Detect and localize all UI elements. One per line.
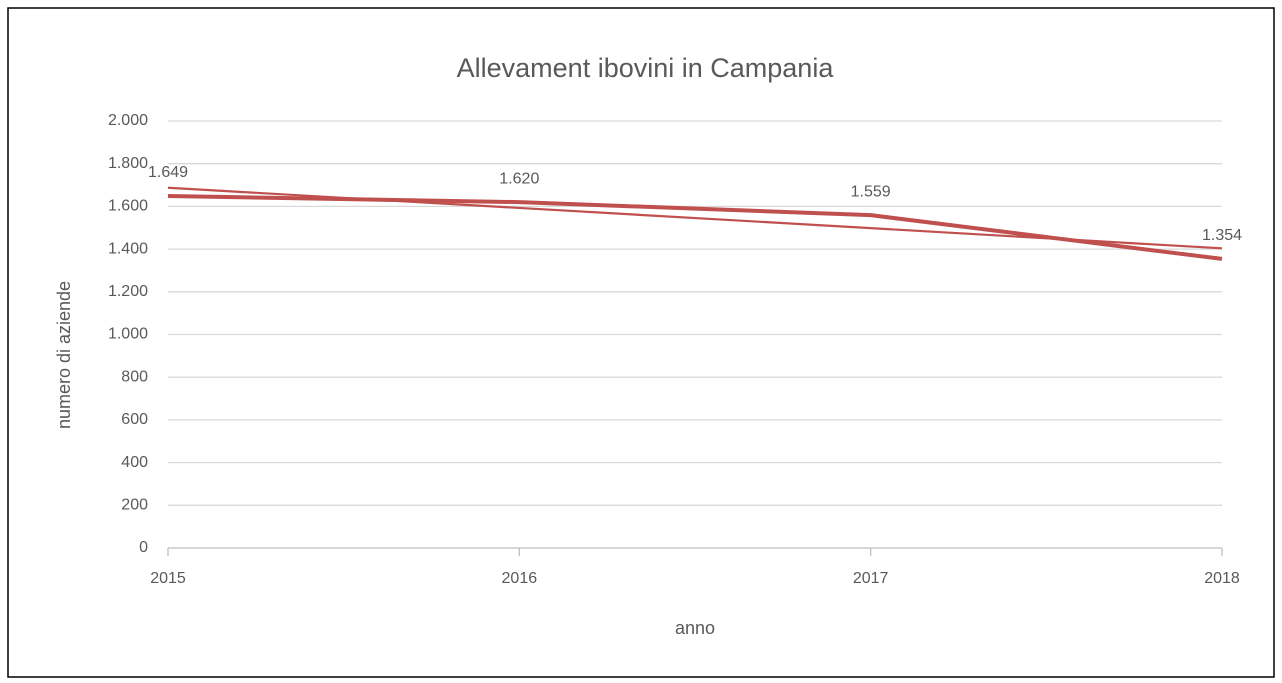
chart-frame: [7, 7, 1275, 678]
y-tick-label: 600: [121, 411, 148, 428]
x-tick-label: 2016: [502, 570, 538, 587]
y-axis-label: numero di aziende: [54, 281, 74, 429]
y-tick-label: 1.800: [108, 155, 148, 172]
y-tick-label: 800: [121, 368, 148, 385]
x-tick-label: 2015: [150, 570, 186, 587]
y-tick-label: 0: [139, 539, 148, 556]
data-line: [167, 193, 1223, 261]
data-label: 1.649: [148, 164, 188, 181]
y-tick-label: 1.200: [108, 283, 148, 300]
data-label: 1.354: [1202, 227, 1242, 244]
chart-title: Allevament ibovini in Campania: [457, 53, 835, 83]
x-axis-label: anno: [675, 618, 715, 638]
data-label: 1.620: [499, 170, 539, 187]
x-tick-label: 2018: [1204, 570, 1240, 587]
x-tick-label: 2017: [853, 570, 889, 587]
data-label: 1.559: [851, 183, 891, 200]
y-tick-label: 200: [121, 497, 148, 514]
y-tick-label: 1.000: [108, 326, 148, 343]
y-tick-label: 1.400: [108, 240, 148, 257]
y-tick-label: 400: [121, 454, 148, 471]
y-tick-label: 2.000: [108, 112, 148, 129]
y-tick-label: 1.600: [108, 198, 148, 215]
